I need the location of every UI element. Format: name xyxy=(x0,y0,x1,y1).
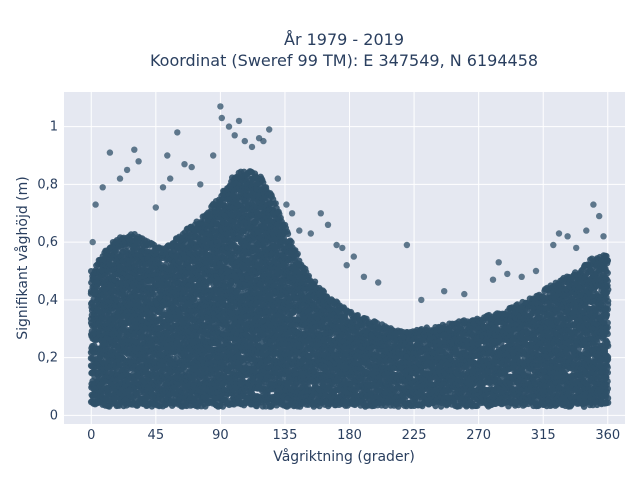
chart-title: År 1979 - 2019 xyxy=(284,30,404,49)
data-point xyxy=(284,230,292,238)
data-points xyxy=(87,103,612,410)
data-point xyxy=(150,290,157,298)
chart-subtitle: Koordinat (Sweref 99 TM): E 347549, N 61… xyxy=(150,51,538,70)
data-point xyxy=(288,239,295,246)
